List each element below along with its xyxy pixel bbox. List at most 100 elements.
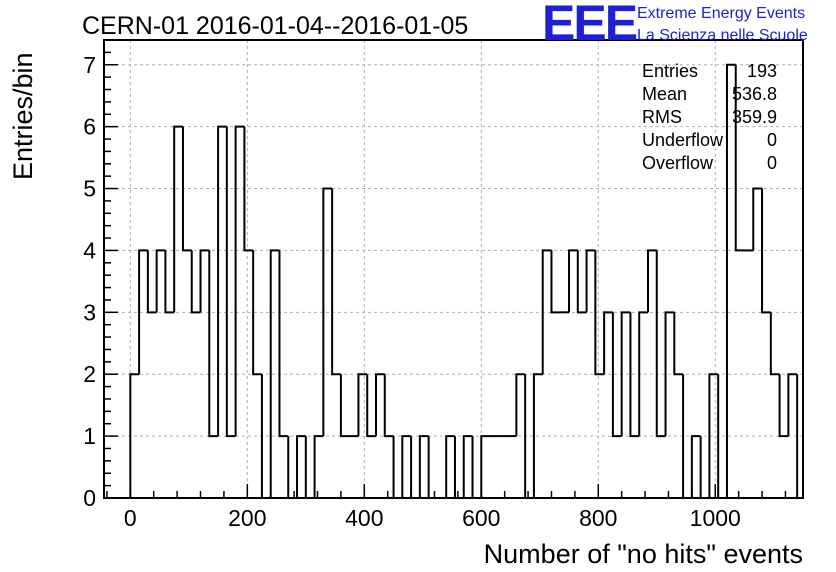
y-tick-label: 1 [83,423,96,449]
histogram-bin [699,436,710,499]
histogram-bin [673,312,684,376]
y-tick-label: 6 [83,114,96,140]
histogram-bin [734,64,745,252]
histogram-bin [234,125,245,437]
histogram-bin [568,249,578,313]
histogram-bin [269,249,280,498]
x-tick-label: 1000 [690,505,741,531]
histogram-bin [164,250,175,314]
stats-label: Mean [642,84,687,104]
logo-line1: Extreme Energy Events [637,5,805,22]
logo-line2: La Scienza nelle Scuole [637,27,808,44]
stats-label: RMS [642,107,682,127]
histogram-bin [620,311,631,437]
histogram-bin [287,436,298,499]
histogram-bin [278,250,289,438]
histogram-bin [752,187,763,251]
histogram-bin [357,373,368,437]
histogram-bin [138,249,148,375]
y-tick-label: 2 [83,361,96,387]
x-tick-label: 600 [462,505,500,531]
histogram-bin [225,126,236,438]
x-axis-label: Number of "no hits" events [484,539,803,569]
histogram-bin [296,435,306,498]
histogram-bin [603,311,613,375]
histogram-bin [550,250,561,314]
chart-title: CERN-01 2016-01-04--2016-01-05 [82,12,468,40]
stats-value: 0 [767,130,777,150]
histogram-bin [778,374,789,438]
y-tick-label: 0 [83,485,96,511]
histogram-bin [480,435,491,498]
histogram-bin [462,435,473,498]
grid [104,40,803,498]
y-tick-label: 3 [83,299,96,325]
histogram-bin [532,373,543,498]
histogram-bin [313,435,324,498]
histogram-bin [383,374,394,438]
y-tick-label: 7 [83,52,96,78]
histogram-bin [611,312,622,438]
histogram-bin [304,436,315,499]
histogram-bin [445,435,455,498]
histogram-bin [655,250,666,438]
histogram-bin [769,312,780,376]
y-axis-label: Entries/bin [8,52,38,180]
histogram-bin [410,436,420,499]
histogram-bin [515,373,526,437]
histogram-bin [646,249,657,313]
histogram-bin [427,436,438,499]
histogram-bin [339,374,350,438]
x-tick-label: 0 [124,505,137,531]
histogram-bin [725,63,736,498]
histogram-bin [418,435,429,498]
histogram-bin [392,436,403,499]
histogram-bin [576,250,587,314]
stats-label: Underflow [642,130,724,150]
histogram-bin [471,436,482,499]
histogram-bin [585,249,596,313]
stats-value: 193 [747,61,777,81]
y-tick-labels: 0 1 2 3 4 5 6 7 [83,52,96,511]
histogram-bin [252,250,262,376]
histogram-bin [374,373,385,437]
histogram-bin [787,373,798,437]
x-tick-labels: 0 200 400 600 800 1000 [124,505,741,531]
histogram-bin [629,312,640,438]
x-tick-label: 400 [345,505,383,531]
histogram-bin [761,188,771,314]
histogram-bin [199,249,210,313]
histogram-bin [331,188,341,376]
histogram-bin [366,374,376,438]
eee-logo: EEE Extreme Energy Events La Scienza nel… [542,0,808,51]
histogram-bin [690,435,701,498]
stats-value: 359.9 [732,107,777,127]
axis-ticks [104,39,787,499]
stats-label: Overflow [642,153,714,173]
histogram-bin [664,311,675,437]
x-tick-label: 200 [228,505,266,531]
histogram-bin [155,249,166,313]
histogram-bin [243,126,254,252]
histogram-bin [146,250,157,314]
logo-mark: EEE [542,0,637,51]
histogram-bin [173,125,183,313]
stats-box: Entries 193 Mean 536.8 RMS 359.9 Underflow 0 Ove… [642,61,777,173]
histogram-bin [708,373,719,498]
y-tick-label: 4 [83,237,96,263]
x-tick-label: 800 [579,505,617,531]
histogram-bin [190,250,201,314]
histogram-bin [638,311,648,437]
histogram-bin [129,373,140,498]
histogram-bin [208,250,219,438]
plot-frame [103,39,804,499]
histogram-bin [401,435,412,498]
histogram-bin [322,187,333,437]
stats-value: 0 [767,153,777,173]
histogram-bin [217,125,227,437]
histogram-bin [594,250,605,376]
y-tick-label: 5 [83,176,96,202]
histogram-bin [541,249,552,375]
stats-value: 536.8 [732,84,777,104]
